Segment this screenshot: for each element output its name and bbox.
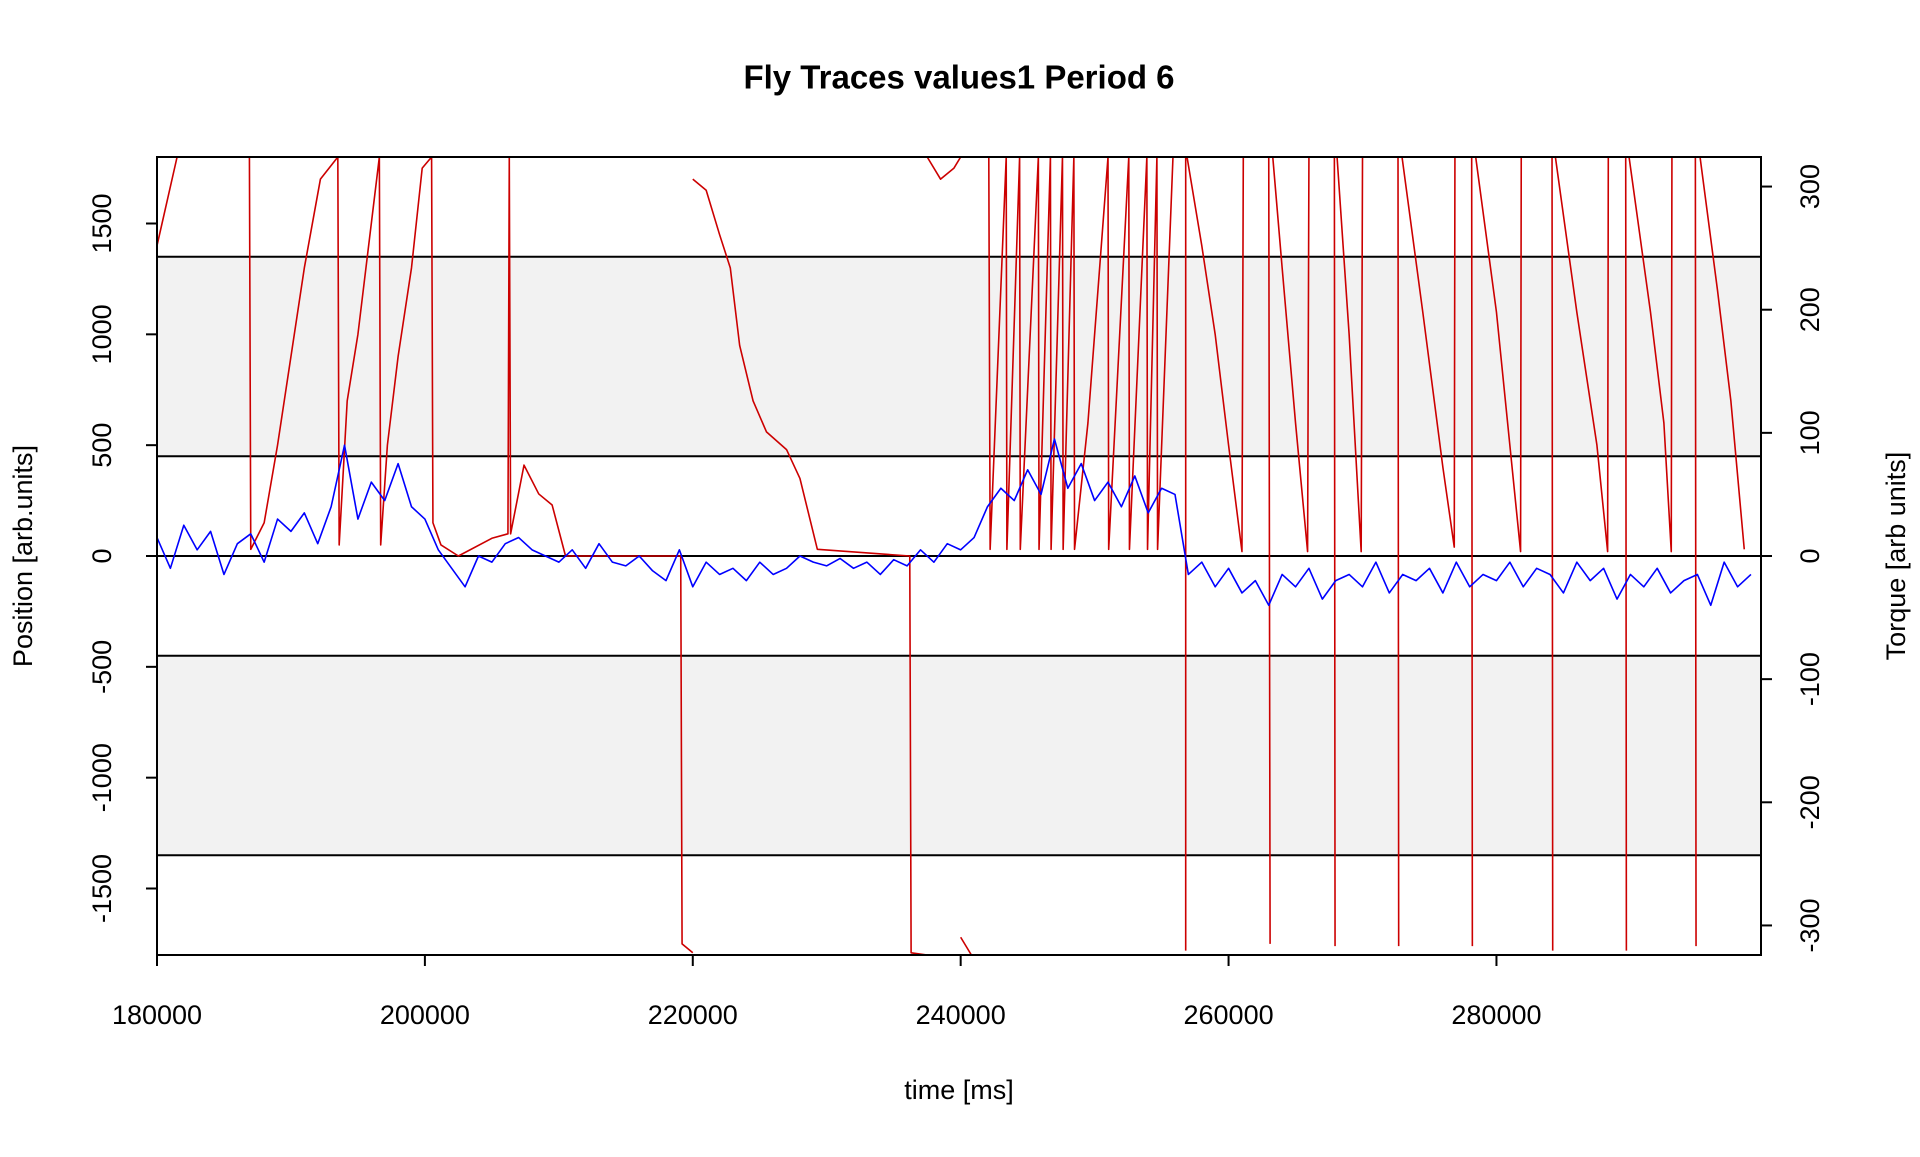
x-tick-label: 260000	[1184, 1000, 1274, 1030]
chart-title: Fly Traces values1 Period 6	[743, 59, 1174, 96]
x-axis-label: time [ms]	[904, 1075, 1014, 1105]
y-tick-label: -1000	[87, 743, 117, 812]
band	[157, 655, 1761, 856]
x-tick-label: 180000	[112, 1000, 202, 1030]
y2-tick-label: -100	[1795, 652, 1825, 706]
y2-tick-label: 100	[1795, 410, 1825, 455]
x-tick-label: 280000	[1451, 1000, 1541, 1030]
y-tick-label: 0	[87, 548, 117, 563]
y-tick-label: -1500	[87, 854, 117, 923]
x-tick-label: 240000	[916, 1000, 1006, 1030]
y-tick-label: 1500	[87, 193, 117, 253]
y-tick-label: 500	[87, 423, 117, 468]
y2-tick-label: 0	[1795, 548, 1825, 563]
x-tick-label: 220000	[648, 1000, 738, 1030]
y2-tick-label: 200	[1795, 287, 1825, 332]
y2-tick-label: 300	[1795, 164, 1825, 209]
y2-tick-label: -300	[1795, 898, 1825, 952]
y-tick-label: -500	[87, 640, 117, 694]
x-tick-label: 200000	[380, 1000, 470, 1030]
data-line	[157, 438, 1752, 607]
y-axis-label: Position [arb.units]	[8, 445, 38, 667]
y2-tick-label: -200	[1795, 775, 1825, 829]
y-tick-label: 1000	[87, 304, 117, 364]
y2-axis-label: Torque [arb units]	[1881, 452, 1911, 661]
data-line	[157, 157, 1746, 955]
